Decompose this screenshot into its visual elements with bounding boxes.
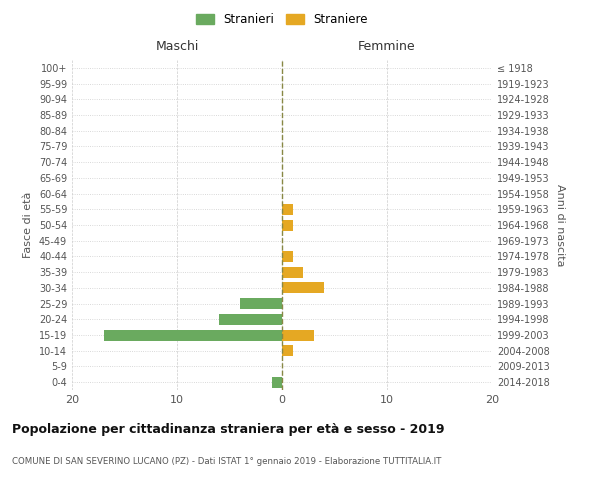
Bar bbox=[282, 220, 293, 230]
Legend: Stranieri, Straniere: Stranieri, Straniere bbox=[191, 8, 373, 31]
Bar bbox=[104, 330, 282, 340]
Bar bbox=[282, 251, 293, 262]
Bar bbox=[282, 345, 293, 356]
Text: Popolazione per cittadinanza straniera per età e sesso - 2019: Popolazione per cittadinanza straniera p… bbox=[12, 422, 445, 436]
Text: COMUNE DI SAN SEVERINO LUCANO (PZ) - Dati ISTAT 1° gennaio 2019 - Elaborazione T: COMUNE DI SAN SEVERINO LUCANO (PZ) - Dat… bbox=[12, 458, 442, 466]
Y-axis label: Fasce di età: Fasce di età bbox=[23, 192, 33, 258]
Bar bbox=[282, 204, 293, 215]
Bar bbox=[282, 266, 303, 278]
Text: Femmine: Femmine bbox=[358, 40, 416, 54]
Bar bbox=[282, 330, 314, 340]
Bar bbox=[240, 298, 282, 309]
Bar bbox=[219, 314, 282, 325]
Bar bbox=[282, 282, 324, 294]
Bar bbox=[271, 376, 282, 388]
Y-axis label: Anni di nascita: Anni di nascita bbox=[555, 184, 565, 266]
Text: Maschi: Maschi bbox=[155, 40, 199, 54]
